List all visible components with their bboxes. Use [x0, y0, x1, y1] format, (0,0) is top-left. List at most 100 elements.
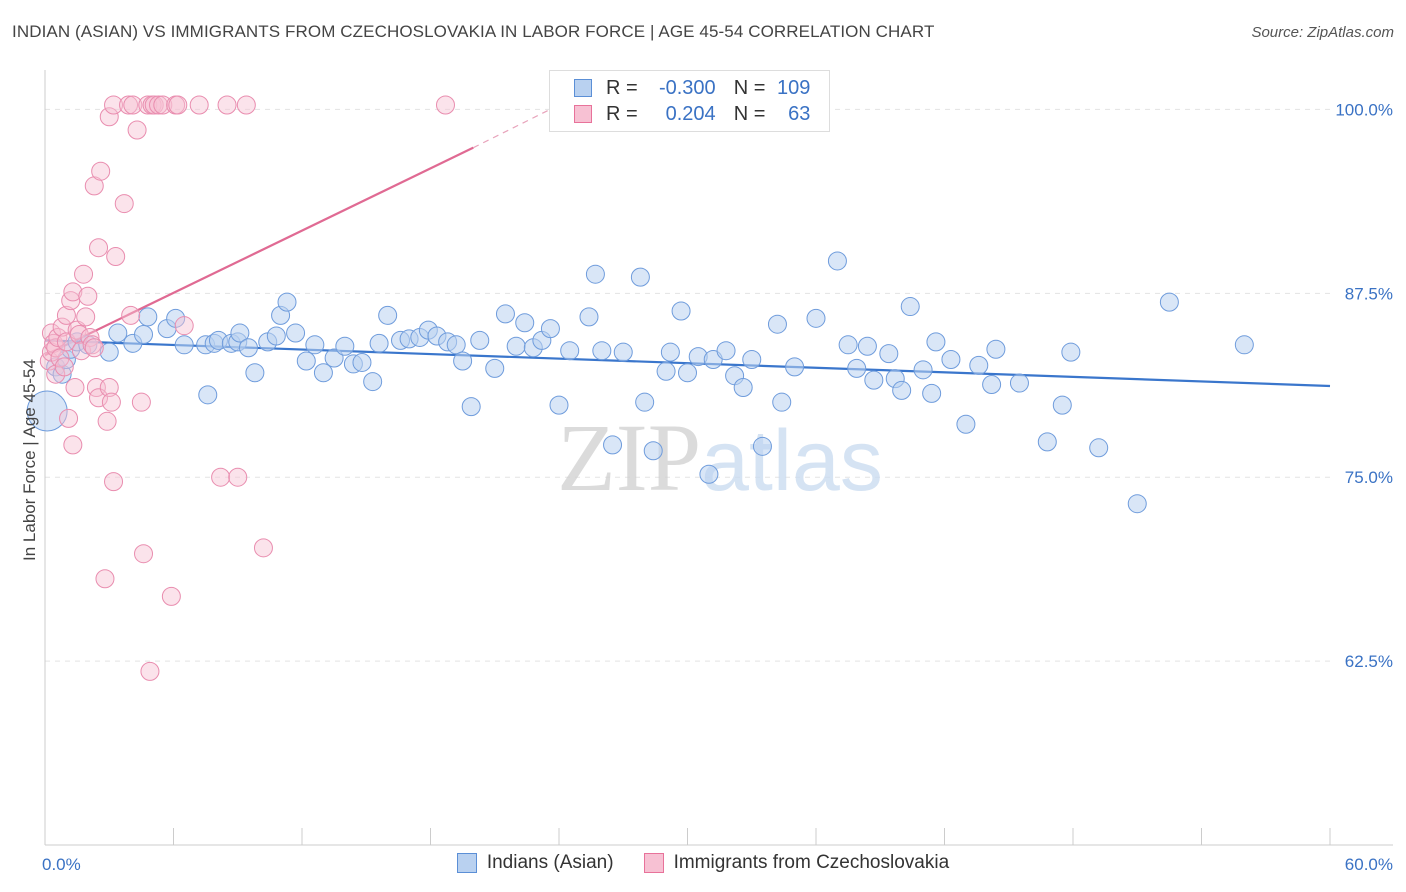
tick-labels: 62.5% 75.0% 87.5% 100.0% 0.0% 60.0% — [42, 100, 1393, 874]
czech-point — [63, 435, 83, 455]
indians-point — [470, 330, 490, 350]
czech-point — [84, 338, 104, 358]
indians-point — [324, 348, 344, 368]
indians-point — [485, 358, 505, 378]
chart-title: INDIAN (ASIAN) VS IMMIGRANTS FROM CZECHO… — [12, 22, 935, 41]
indians-point — [369, 333, 389, 353]
y-tick-label: 75.0% — [1345, 468, 1393, 487]
indians-point — [592, 341, 612, 361]
czech-point — [253, 538, 273, 558]
indians-point — [238, 338, 258, 358]
indians-point — [352, 352, 372, 372]
czech-point — [50, 348, 70, 368]
indians-point — [579, 307, 599, 327]
czech-point — [99, 377, 119, 397]
indians-point — [767, 314, 787, 334]
indians-point — [506, 336, 526, 356]
indians-point — [134, 325, 154, 345]
indians-point — [286, 323, 306, 343]
czech-point — [99, 107, 119, 127]
indians-point — [630, 267, 650, 287]
czech-point — [131, 392, 151, 412]
indians-point — [806, 308, 826, 328]
indians-point — [772, 392, 792, 412]
czech-point — [76, 307, 96, 327]
source-credit: Source: ZipAtlas.com — [1251, 24, 1394, 41]
czech-point — [211, 467, 231, 487]
indians-point — [1061, 342, 1081, 362]
indians-point — [864, 370, 884, 390]
indians-point — [643, 441, 663, 461]
indians-point — [900, 297, 920, 317]
legend-n-value: 109 — [777, 76, 811, 99]
czech-point — [123, 95, 143, 115]
trend-line-indians — [44, 339, 1331, 388]
indians-point — [1127, 494, 1147, 514]
indians-point — [1234, 335, 1254, 355]
indians-point — [266, 326, 286, 346]
trend-line-czech-extension — [473, 104, 560, 149]
indians-point — [742, 350, 762, 370]
indians-point — [941, 350, 961, 370]
indians-point — [982, 375, 1002, 395]
indians-point — [847, 358, 867, 378]
legend-item-indians[interactable]: Indians (Asian) — [456, 852, 614, 874]
czech-point — [56, 305, 76, 325]
czech-point — [134, 544, 154, 564]
y-axis-label: In Labor Force | Age 45-54 — [20, 359, 39, 561]
data-points — [26, 95, 1254, 681]
indians-point — [827, 251, 847, 271]
czech-point — [435, 95, 455, 115]
czech-point — [236, 95, 256, 115]
czech-point — [161, 586, 181, 606]
czech-point — [174, 316, 194, 336]
indians-point — [296, 351, 316, 371]
indians-point — [378, 305, 398, 325]
czech-point — [95, 569, 115, 589]
y-tick-label: 62.5% — [1345, 652, 1393, 671]
czech-point — [114, 194, 134, 214]
czech-point — [91, 161, 111, 181]
legend-r-label: R = — [606, 102, 638, 125]
indians-point — [678, 363, 697, 383]
czech-point — [63, 282, 83, 302]
legend-label: Indians (Asian) — [486, 852, 614, 873]
czech-point — [59, 408, 79, 428]
czech-point — [101, 392, 121, 412]
x-tick-label-min: 0.0% — [42, 855, 81, 874]
indians-point — [956, 414, 976, 434]
indians-point — [461, 397, 481, 417]
indians-point — [1159, 292, 1179, 312]
czech-point — [168, 95, 188, 115]
indians-point — [1052, 395, 1072, 415]
legend-row-indians: R = -0.300 N = 109 — [574, 76, 810, 100]
czech-point — [97, 411, 117, 431]
indians-point — [671, 301, 691, 321]
indians-point — [926, 332, 946, 352]
czech-point — [217, 95, 237, 115]
czech-point — [140, 661, 160, 681]
czech-point — [65, 377, 85, 397]
czech-point — [89, 238, 109, 258]
indians-point — [363, 372, 383, 392]
indians-point — [752, 436, 772, 456]
legend-n-label: N = — [733, 102, 766, 125]
indians-point — [892, 380, 912, 400]
indians-point — [26, 390, 68, 432]
legend-n-value: 63 — [788, 102, 811, 125]
indians-point — [99, 342, 119, 362]
legend-item-czech[interactable]: Immigrants from Czechoslovakia — [643, 852, 949, 874]
czech-point — [69, 325, 89, 345]
indians-point — [613, 342, 633, 362]
trend-line-czech — [44, 146, 474, 357]
y-tick-label: 87.5% — [1345, 284, 1393, 303]
indians-point — [603, 435, 623, 455]
indians-point — [560, 341, 580, 361]
indians-point — [277, 292, 297, 312]
indians-point — [879, 344, 899, 364]
indians-point — [660, 342, 680, 362]
indians-point — [108, 323, 128, 343]
indians-point — [138, 307, 158, 327]
indians-point — [922, 383, 942, 403]
